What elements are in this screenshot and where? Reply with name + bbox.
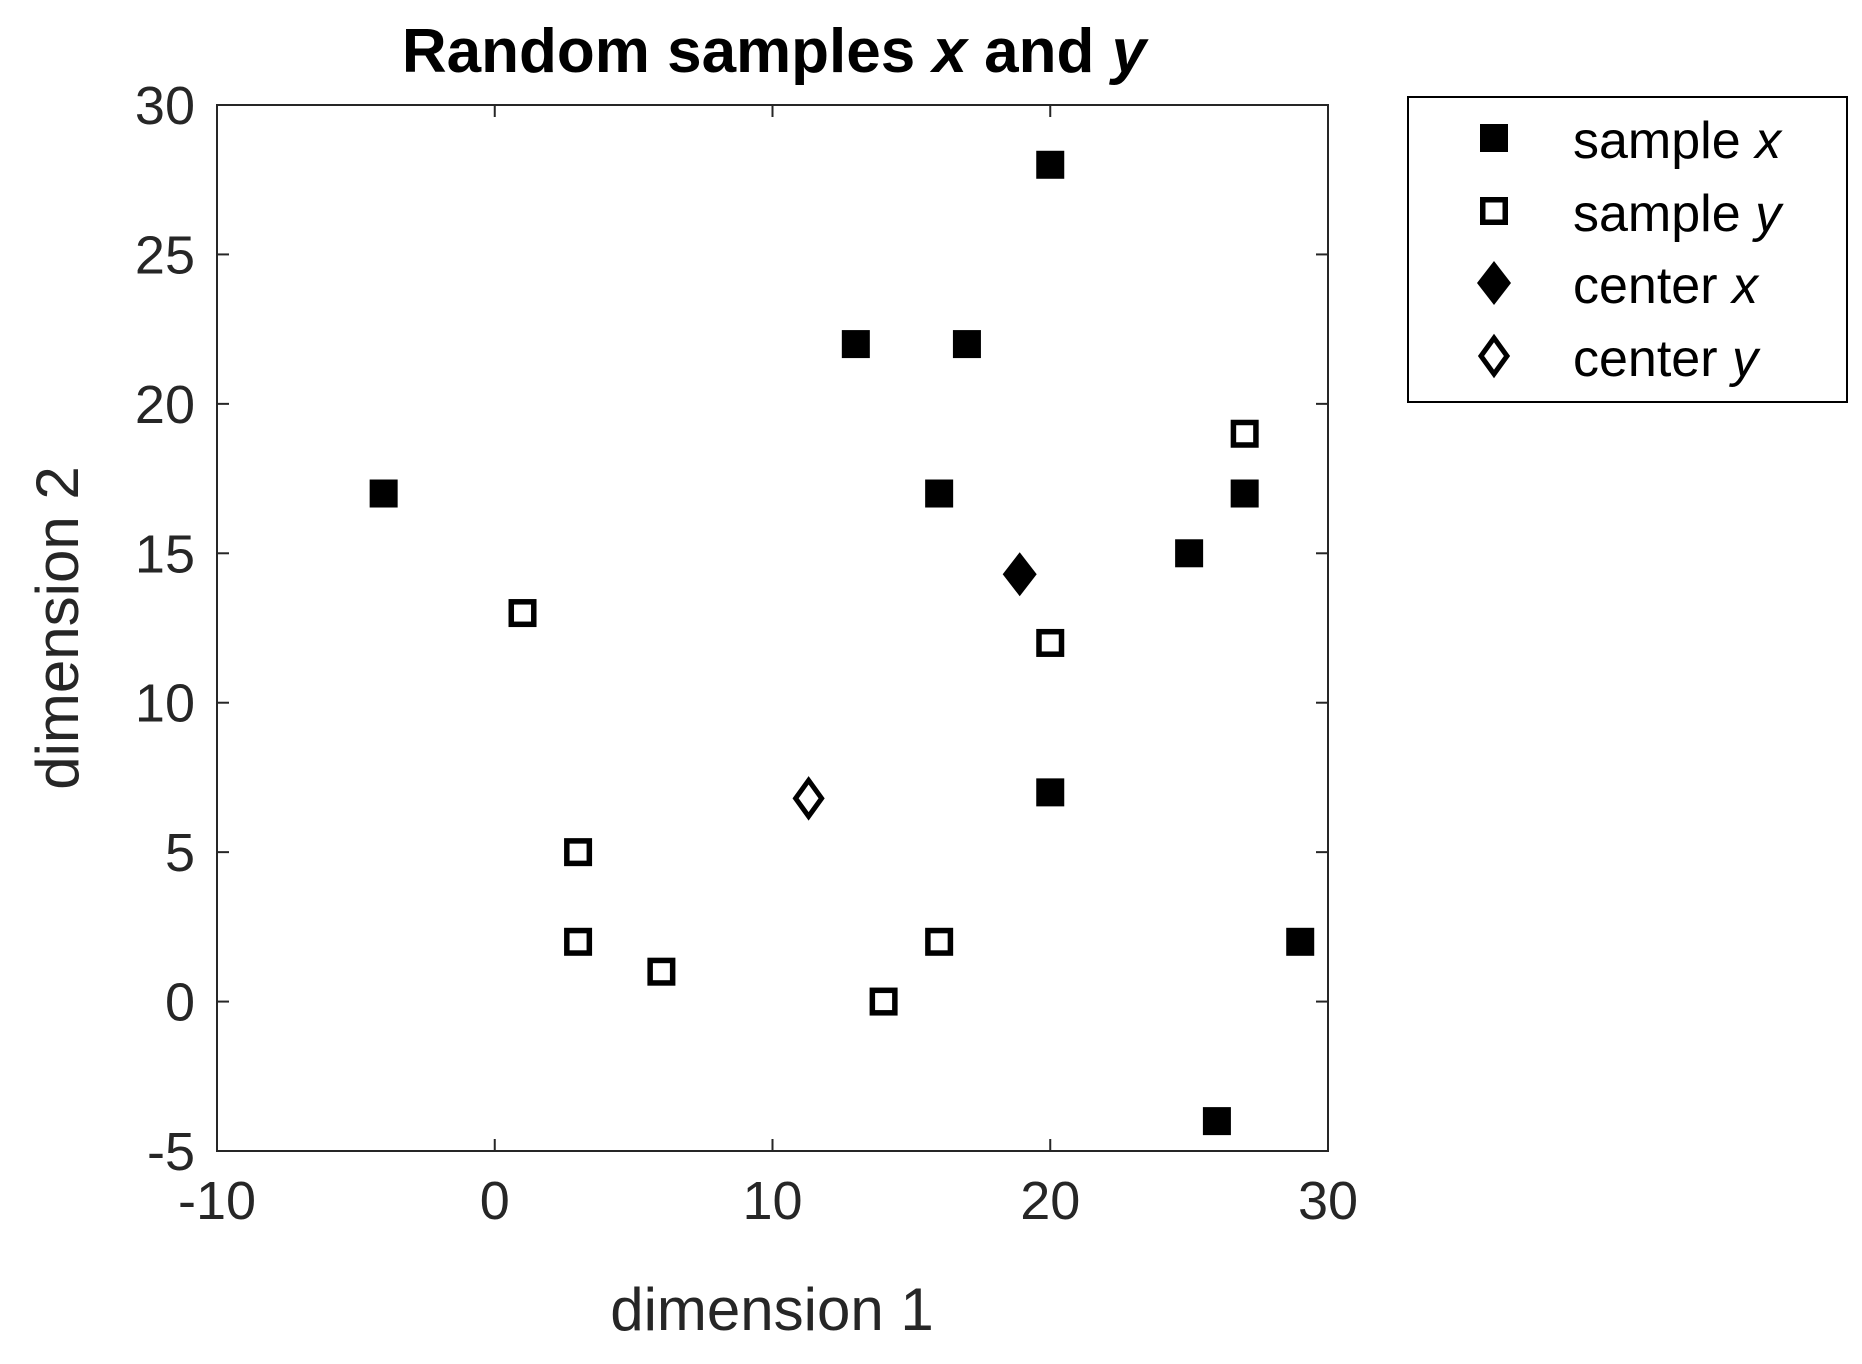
data-points <box>369 150 1315 1136</box>
series-center-y <box>792 776 825 821</box>
data-point <box>1230 419 1259 448</box>
legend-label-prefix: sample <box>1573 112 1755 170</box>
y-tick-label: 0 <box>165 973 195 1033</box>
chart-title-middle: and <box>967 17 1112 86</box>
legend-marker <box>1480 124 1508 152</box>
chart-title-var1: x <box>929 17 969 86</box>
data-point <box>925 927 954 956</box>
series-sample-x <box>369 150 1315 1136</box>
data-point <box>792 776 825 821</box>
legend-label-var: y <box>1729 330 1761 388</box>
y-tick-label: 30 <box>135 76 195 136</box>
legend-label: center y <box>1573 330 1761 388</box>
data-point <box>1175 539 1204 568</box>
x-tick-label: 0 <box>480 1171 510 1231</box>
data-point <box>952 330 981 359</box>
y-tick-label: 15 <box>135 524 195 584</box>
legend-marker <box>1480 197 1508 225</box>
x-tick-label: -10 <box>178 1171 256 1231</box>
y-tick-label: -5 <box>147 1122 195 1182</box>
legend-label: center x <box>1573 257 1760 315</box>
chart-title-prefix: Random samples <box>402 17 933 86</box>
data-point <box>1036 778 1065 807</box>
series-sample-y <box>508 419 1259 1016</box>
chart-title-var2: y <box>1109 17 1150 86</box>
data-point <box>925 479 954 508</box>
data-point <box>564 838 593 867</box>
legend-label: sample x <box>1573 112 1783 170</box>
legend-entry: center x <box>1477 257 1760 315</box>
data-point <box>508 599 537 628</box>
y-tick-label: 25 <box>135 225 195 285</box>
data-point <box>869 987 898 1016</box>
series-center-x <box>1002 552 1037 597</box>
legend-label-prefix: center <box>1573 257 1732 315</box>
chart-title: Random samples x and y <box>402 17 1150 86</box>
data-point <box>1002 552 1037 597</box>
y-tick-label: 10 <box>135 674 195 734</box>
data-point <box>1036 150 1065 179</box>
data-point <box>841 330 870 359</box>
legend-entry: center y <box>1477 330 1761 388</box>
x-axis-label: dimension 1 <box>610 1276 934 1343</box>
data-point <box>1230 479 1259 508</box>
data-point <box>1286 927 1315 956</box>
legend-marker <box>1477 333 1511 379</box>
data-point <box>564 927 593 956</box>
legend-label-prefix: center <box>1573 330 1732 388</box>
y-tick-label: 20 <box>135 375 195 435</box>
data-point <box>647 957 676 986</box>
axis-tick-labels: -10 0 10 20 30 -5 0 5 10 15 20 25 30 <box>135 76 1358 1231</box>
axis-ticks <box>216 104 1329 1152</box>
legend-label-var: x <box>1729 257 1760 315</box>
legend-label: sample y <box>1573 185 1784 243</box>
legend-label-var: y <box>1752 185 1784 243</box>
data-point <box>1202 1107 1231 1136</box>
y-tick-label: 5 <box>165 823 195 883</box>
legend-marker <box>1477 261 1511 305</box>
legend-label-var: x <box>1752 112 1783 170</box>
data-point <box>369 479 398 508</box>
legend-entry: sample x <box>1480 112 1783 170</box>
x-tick-label: 30 <box>1298 1171 1358 1231</box>
y-axis-label: dimension 2 <box>24 466 91 790</box>
data-point <box>1036 628 1065 657</box>
x-tick-label: 10 <box>742 1171 802 1231</box>
x-tick-label: 20 <box>1020 1171 1080 1231</box>
legend-entry: sample y <box>1480 185 1784 243</box>
plot-area <box>216 104 1329 1152</box>
legend-label-prefix: sample <box>1573 185 1755 243</box>
